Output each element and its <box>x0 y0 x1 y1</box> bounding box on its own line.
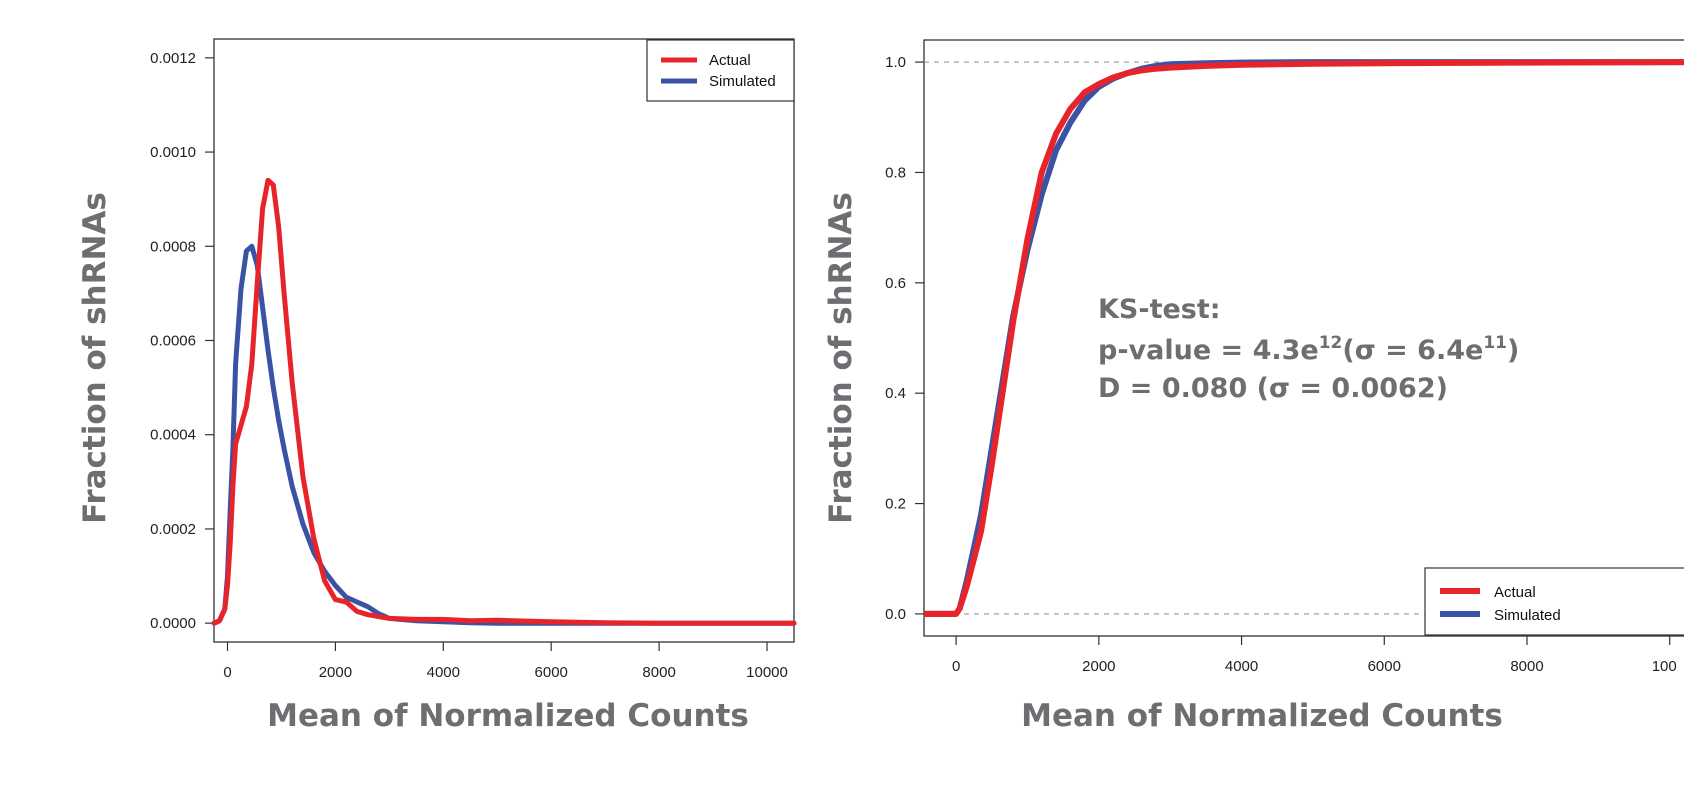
left-legend: Actual Simulated <box>646 39 795 102</box>
pvalue-prefix: p-value = 4.3e <box>1098 335 1319 366</box>
left-x-tick-label: 0 <box>223 664 231 681</box>
right-legend: Actual Simulated <box>1424 567 1684 636</box>
left-y-tick-label: 0.0008 <box>150 238 196 255</box>
right-legend-box <box>1424 567 1684 636</box>
left-x-tick-label: 4000 <box>427 664 460 681</box>
pvalue-exponent: 12 <box>1319 333 1343 353</box>
left-plot-frame <box>213 38 795 643</box>
left-chart: 0.0000 0.0002 0.0004 0.0006 0.0008 0.0010 0.00… <box>77 38 797 734</box>
right-y-tick-label: 0.2 <box>885 496 906 513</box>
right-y-axis: 0.0 0.2 0.4 0.6 0.8 1.0 <box>885 54 924 623</box>
left-series-group <box>211 177 797 626</box>
left-y-tick-label: 0.0012 <box>150 50 196 67</box>
right-y-tick-label: 1.0 <box>885 54 906 71</box>
left-x-tick-label: 10000 <box>746 664 788 681</box>
right-x-tick-label: 8000 <box>1510 658 1543 675</box>
left-series-line-actual <box>211 177 797 626</box>
right-x-tick-label: 6000 <box>1368 658 1401 675</box>
left-y-tick-label: 0.0006 <box>150 333 196 350</box>
left-x-axis-title: Mean of Normalized Counts <box>267 698 749 734</box>
left-y-tick-label: 0.0000 <box>150 615 196 632</box>
right-y-axis-title: Fraction of shRNAs <box>823 192 859 524</box>
left-legend-label-simulated: Simulated <box>709 73 776 90</box>
left-series-line-simulated <box>211 243 797 626</box>
right-plot-frame <box>923 39 1684 637</box>
left-x-axis: 0 2000 4000 6000 8000 10000 <box>223 642 788 681</box>
ks-test-heading: KS-test: <box>1098 294 1221 325</box>
left-y-tick-label: 0.0010 <box>150 144 196 161</box>
right-y-tick-label: 0.8 <box>885 164 906 181</box>
right-legend-label-simulated: Simulated <box>1494 607 1561 624</box>
left-x-tick-label: 2000 <box>319 664 352 681</box>
right-chart: 0.00.20.40.60.81.0 0 2000 4000 6000 8000 100 … <box>823 39 1684 734</box>
left-x-tick-label: 8000 <box>642 664 675 681</box>
left-y-axis-title: Fraction of shRNAs <box>77 192 113 524</box>
left-y-tick-label: 0.0004 <box>150 427 196 444</box>
ks-test-pvalue: p-value = 4.3e12(σ = 6.4e11) <box>1098 333 1519 366</box>
right-series-group <box>924 59 1684 617</box>
pvalue-suffix: ) <box>1507 335 1519 366</box>
right-series-line-actual <box>924 59 1684 617</box>
left-y-axis: 0.0000 0.0002 0.0004 0.0006 0.0008 0.0010 0.00… <box>150 50 214 632</box>
pvalue-sigma-prefix: (σ = 6.4e <box>1342 335 1483 366</box>
left-legend-box <box>646 39 795 102</box>
left-x-tick-label: 6000 <box>535 664 568 681</box>
ks-test-annotation: KS-test: p-value = 4.3e12(σ = 6.4e11) D … <box>1098 294 1519 404</box>
right-x-axis-title: Mean of Normalized Counts <box>1021 698 1503 734</box>
right-x-tick-label: 2000 <box>1082 658 1115 675</box>
right-y-tick-label: 0.6 <box>885 275 906 292</box>
right-y-tick-label: 0.4 <box>885 385 906 402</box>
right-x-axis: 0 2000 4000 6000 8000 100 <box>952 636 1677 675</box>
left-legend-label-actual: Actual <box>709 52 751 69</box>
right-x-tick-label: 100 <box>1652 658 1677 675</box>
pvalue-sigma-exponent: 11 <box>1483 333 1507 353</box>
right-x-tick-label: 4000 <box>1225 658 1258 675</box>
right-legend-label-actual: Actual <box>1494 584 1536 601</box>
ks-test-d-statistic: D = 0.080 (σ = 0.0062) <box>1098 373 1448 404</box>
right-x-tick-label: 0 <box>952 658 960 675</box>
right-y-tick-label: 0.0 <box>885 606 906 623</box>
left-y-tick-label: 0.0002 <box>150 521 196 538</box>
